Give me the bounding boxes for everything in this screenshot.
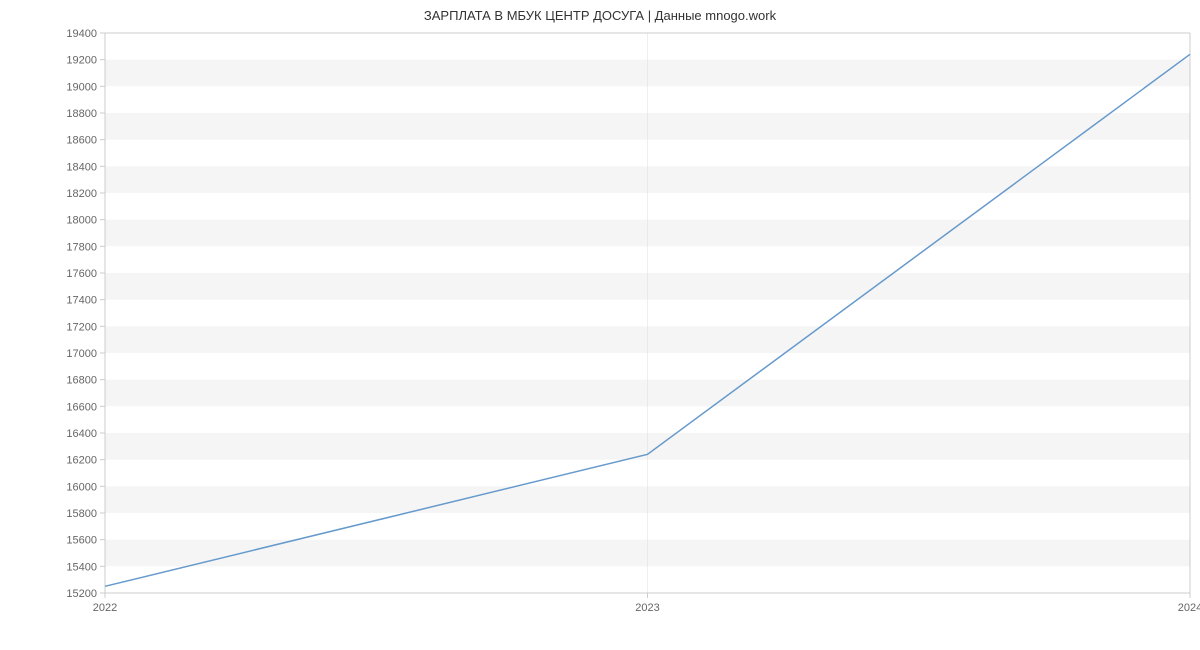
svg-text:15200: 15200 xyxy=(66,588,97,600)
svg-text:18800: 18800 xyxy=(66,108,97,120)
svg-text:2024: 2024 xyxy=(1178,602,1200,614)
svg-text:16400: 16400 xyxy=(66,428,97,440)
chart-title: ЗАРПЛАТА В МБУК ЦЕНТР ДОСУГА | Данные mn… xyxy=(0,0,1200,23)
svg-text:18600: 18600 xyxy=(66,135,97,147)
svg-text:19000: 19000 xyxy=(66,81,97,93)
svg-text:15400: 15400 xyxy=(66,561,97,573)
svg-text:19400: 19400 xyxy=(66,28,97,40)
svg-text:17800: 17800 xyxy=(66,241,97,253)
svg-text:16000: 16000 xyxy=(66,481,97,493)
svg-text:17200: 17200 xyxy=(66,321,97,333)
svg-text:17000: 17000 xyxy=(66,348,97,360)
svg-text:18000: 18000 xyxy=(66,215,97,227)
svg-text:16600: 16600 xyxy=(66,401,97,413)
svg-text:15600: 15600 xyxy=(66,535,97,547)
line-chart: 15200 15400 15600 15800 16000 16200 16400 16600… xyxy=(0,23,1200,643)
svg-text:2023: 2023 xyxy=(635,602,659,614)
svg-text:16800: 16800 xyxy=(66,375,97,387)
svg-text:18200: 18200 xyxy=(66,188,97,200)
svg-text:18400: 18400 xyxy=(66,161,97,173)
svg-text:2022: 2022 xyxy=(93,602,117,614)
chart-container: ЗАРПЛАТА В МБУК ЦЕНТР ДОСУГА | Данные mn… xyxy=(0,0,1200,650)
svg-text:15800: 15800 xyxy=(66,508,97,520)
svg-text:17600: 17600 xyxy=(66,268,97,280)
svg-text:16200: 16200 xyxy=(66,455,97,467)
svg-text:17400: 17400 xyxy=(66,295,97,307)
svg-text:19200: 19200 xyxy=(66,55,97,67)
